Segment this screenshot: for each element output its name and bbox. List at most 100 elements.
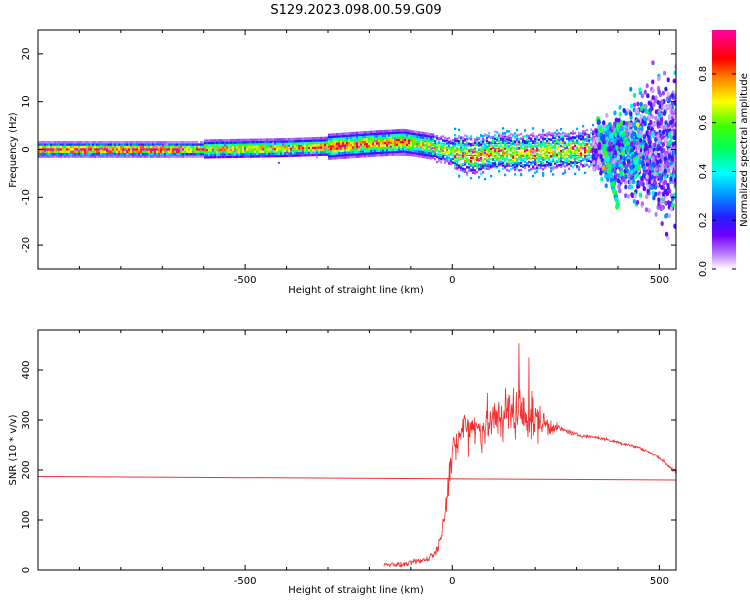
spectrogram-cell xyxy=(452,157,455,161)
spectrogram-cell xyxy=(380,134,383,138)
spectrogram-cell xyxy=(276,150,279,153)
spectrogram-cell xyxy=(484,144,487,147)
spectrogram-cell xyxy=(420,133,423,137)
spectrogram-cell xyxy=(254,155,257,158)
snr-y-tick-label: 300 xyxy=(21,410,32,429)
spectrogram-cell xyxy=(458,156,461,160)
spectrogram-cell xyxy=(108,141,111,144)
spectrogram-cell xyxy=(416,145,419,148)
spectrogram-cell xyxy=(482,142,485,145)
spectrogram-cell xyxy=(370,130,373,134)
spectrogram-cell xyxy=(154,143,157,146)
spectrogram-cell xyxy=(204,151,207,154)
spectrogram-cell xyxy=(482,134,485,138)
spectrogram-cell xyxy=(318,141,321,145)
spectrogram-cell xyxy=(316,156,319,159)
spectrogram-cell xyxy=(206,139,209,142)
spectrogram-cell xyxy=(160,155,163,158)
spectrogram-halo-cell xyxy=(230,147,232,150)
spectrogram-cell xyxy=(512,133,515,136)
spectrogram-cell xyxy=(70,155,73,158)
spectrogram-cell xyxy=(286,142,289,146)
spectrogram-cell xyxy=(240,141,243,144)
spectrogram-noise-cell xyxy=(604,173,608,179)
spectrogram-cell xyxy=(582,139,585,142)
spectrogram-noise-cell xyxy=(671,195,675,201)
spectrogram-cell xyxy=(476,170,479,174)
spectrogram-cell xyxy=(422,131,425,135)
spectrogram-cell xyxy=(354,143,357,147)
spectrogram-cell xyxy=(364,131,367,134)
spectrogram-cell xyxy=(478,176,481,179)
spectrogram-cell xyxy=(350,155,353,159)
spectrogram-cell xyxy=(464,161,467,165)
spectrogram-cell xyxy=(392,129,395,132)
spectrogram-cell xyxy=(530,150,533,153)
spectrogram-cell xyxy=(300,139,303,143)
spectrogram-cell xyxy=(408,132,411,135)
spectrogram-cell xyxy=(376,142,379,145)
spectrogram-cell xyxy=(544,137,547,141)
spectrogram-cell xyxy=(288,149,291,153)
spectrogram-cell xyxy=(382,151,385,154)
spectrogram-cell xyxy=(332,142,335,146)
spectrogram-cell xyxy=(408,136,411,140)
spectrogram-cell xyxy=(222,139,225,142)
spectrogram-cell xyxy=(500,135,503,138)
spectrogram-cell xyxy=(284,138,287,141)
spectrogram-cell xyxy=(330,145,333,148)
spectrogram-cell xyxy=(280,147,283,151)
spectrogram-cell xyxy=(214,151,217,154)
spectrogram-cell xyxy=(110,150,113,153)
spectrogram-noise-cell xyxy=(666,77,670,83)
spectrogram-cell xyxy=(572,146,575,149)
spectrogram-cell xyxy=(100,143,103,146)
spectrogram-cell xyxy=(50,148,53,151)
spectrogram-cell xyxy=(314,151,317,154)
spectrogram-cell xyxy=(460,166,463,169)
spectrogram-cell xyxy=(390,131,393,135)
spectrogram-cell xyxy=(378,130,381,133)
spectrogram-cell xyxy=(524,135,527,138)
spectrogram-noise-cell xyxy=(613,139,617,145)
spectrogram-cell xyxy=(336,135,339,138)
spectrogram-cell xyxy=(232,153,235,156)
spectrogram-cell xyxy=(84,143,87,146)
spectrogram-cell xyxy=(558,160,561,163)
spectrogram-cell xyxy=(530,139,533,142)
spectrogram-cell xyxy=(354,146,357,149)
spectrogram-noise-cell xyxy=(624,174,628,180)
spectrogram-cell xyxy=(192,148,195,151)
spectrogram-cell xyxy=(284,142,287,146)
spectrogram-cell xyxy=(514,132,517,135)
spectrogram-cell xyxy=(392,150,395,154)
spectrogram-cell xyxy=(504,166,507,170)
spectrogram-cell xyxy=(340,135,343,138)
spectrogram-cell xyxy=(192,143,195,146)
spectrogram-cell xyxy=(544,152,547,155)
spectrogram-cell xyxy=(366,130,369,134)
spectrogram-cell xyxy=(294,144,297,148)
snr-plot-frame xyxy=(37,329,677,571)
spectrogram-cell xyxy=(188,148,191,151)
spectrogram-cell xyxy=(524,164,527,167)
spectrogram-cell xyxy=(398,131,401,134)
spectrogram-cell xyxy=(464,163,467,166)
spectrogram-cell xyxy=(280,138,283,141)
spectrogram-cell xyxy=(496,154,499,158)
spectrogram-cell xyxy=(578,137,581,140)
spectrogram-cell xyxy=(206,146,209,149)
spectrogram-cell xyxy=(532,174,535,178)
spectrogram-cell xyxy=(46,145,49,149)
spectrogram-cell xyxy=(352,153,355,156)
spectrogram-cell xyxy=(520,141,523,145)
spectrogram-noise-cell xyxy=(657,137,661,143)
spectrogram-cell xyxy=(272,147,275,151)
spectrogram-noise-cell xyxy=(662,191,666,197)
spectrogram-cell xyxy=(130,150,133,153)
spectrogram-cell xyxy=(528,160,531,164)
spectrogram-cell xyxy=(66,148,69,151)
spectrogram-cell xyxy=(314,141,317,145)
spectrogram-cell xyxy=(94,145,97,149)
spectrogram-cell xyxy=(586,138,589,141)
